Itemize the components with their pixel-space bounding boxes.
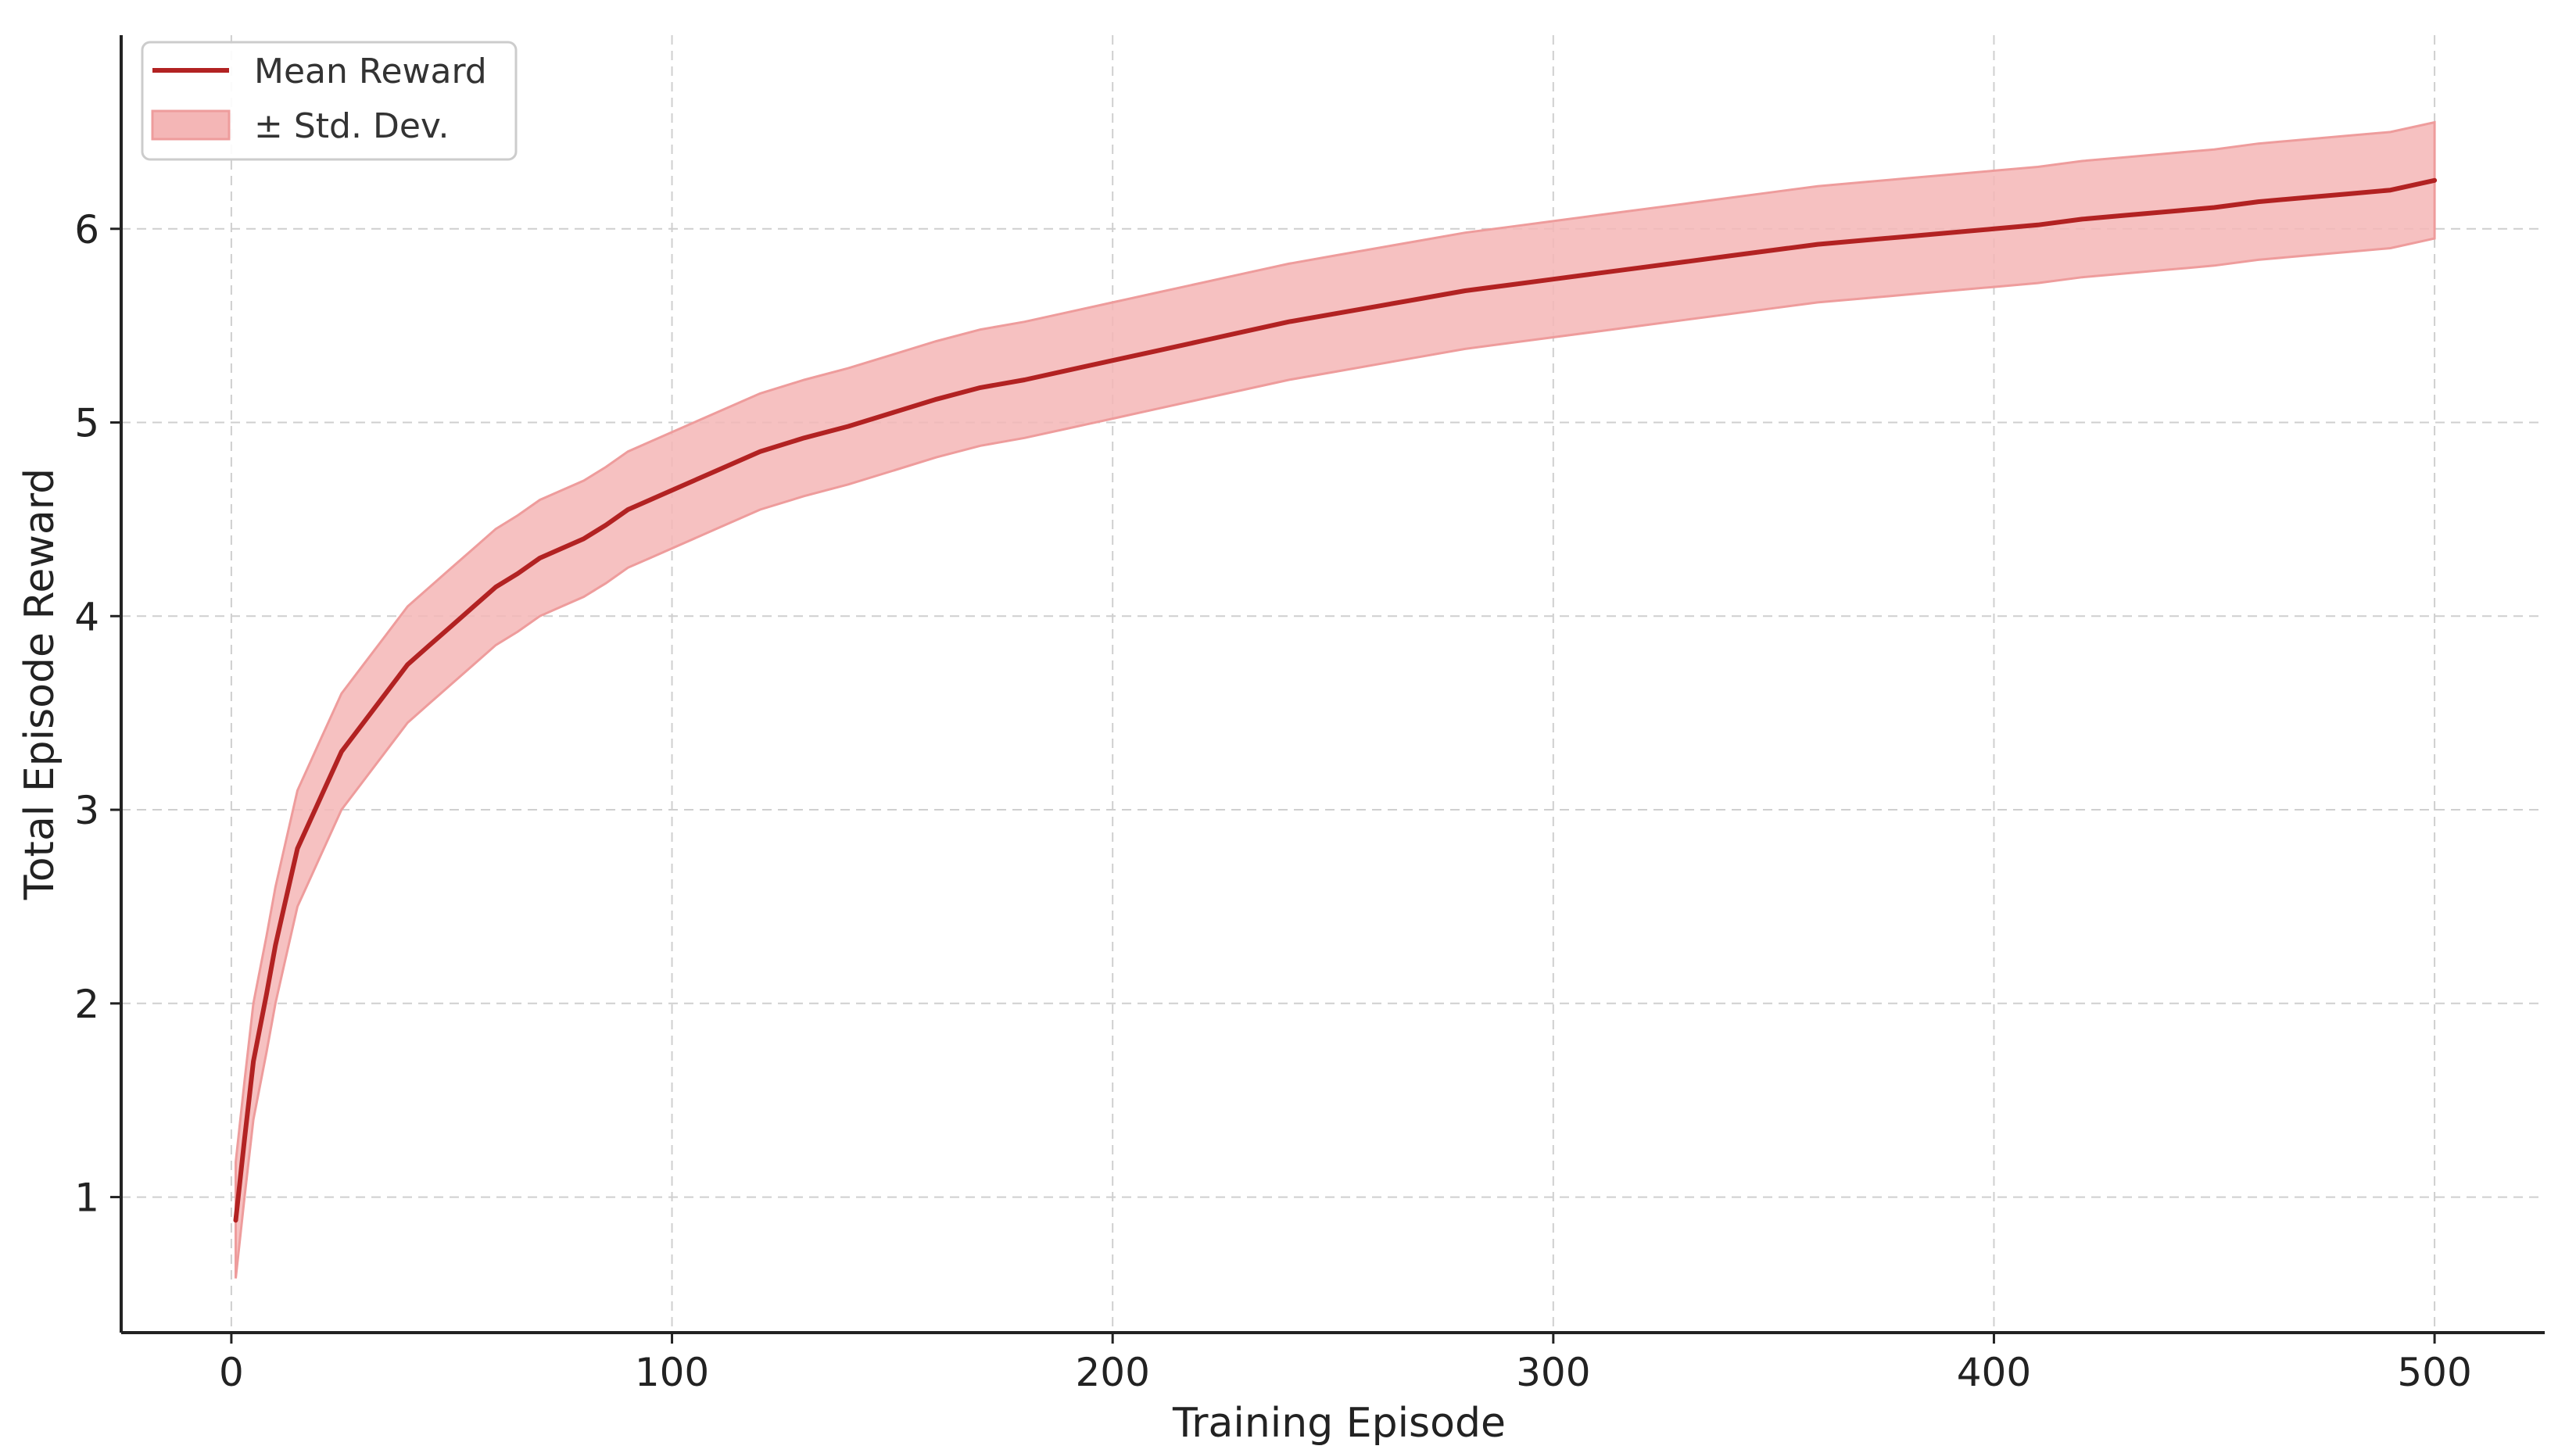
y-tick-label: 5 xyxy=(74,401,99,446)
grid-lines xyxy=(121,35,2545,1333)
y-tick-labels: 1 2 3 4 5 6 xyxy=(74,207,121,1221)
legend-label-std-dev: ± Std. Dev. xyxy=(254,106,450,146)
y-tick-label: 6 xyxy=(74,207,99,252)
legend-band-swatch xyxy=(151,109,231,141)
legend: Mean Reward ± Std. Dev. xyxy=(141,41,518,161)
x-tick-label: 500 xyxy=(2397,1350,2471,1395)
x-axis-label: Training Episode xyxy=(1172,1400,1506,1447)
y-tick-label: 4 xyxy=(74,594,99,639)
legend-box xyxy=(141,41,518,161)
mean-reward-line-group xyxy=(233,177,2438,1223)
std-dev-band xyxy=(235,120,2436,1279)
std-dev-band-group xyxy=(235,120,2436,1279)
x-tick-label: 0 xyxy=(219,1350,244,1395)
y-tick-label: 3 xyxy=(74,788,99,833)
x-tick-label: 300 xyxy=(1516,1350,1590,1395)
x-tick-label: 100 xyxy=(635,1350,709,1395)
x-tick-label: 200 xyxy=(1075,1350,1149,1395)
y-tick-label: 2 xyxy=(74,982,99,1027)
axes xyxy=(120,35,2545,1334)
y-tick-label: 1 xyxy=(74,1176,99,1221)
x-tick-labels: 0 100 200 300 400 500 xyxy=(219,1333,2472,1395)
x-tick-label: 400 xyxy=(1957,1350,2031,1395)
legend-label-mean-reward: Mean Reward xyxy=(254,52,487,91)
y-axis-label: Total Episode Reward xyxy=(16,468,63,900)
mean-reward-line xyxy=(233,177,2438,1223)
